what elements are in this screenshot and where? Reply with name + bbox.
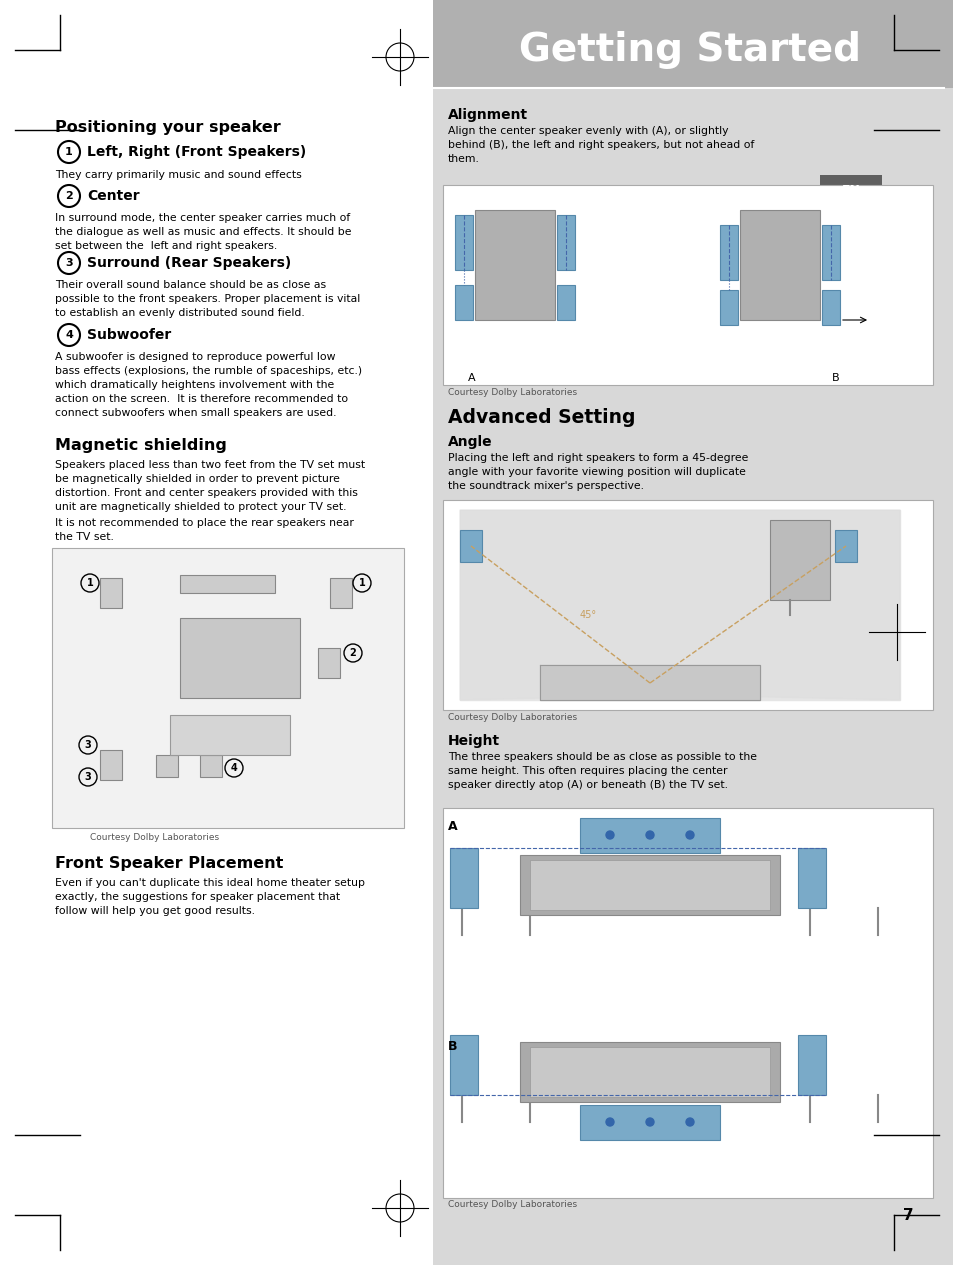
Bar (200, 755, 222, 777)
Circle shape (645, 1118, 654, 1126)
Text: 4: 4 (231, 763, 237, 773)
Text: Subwoofer: Subwoofer (87, 328, 172, 342)
Text: Courtesy Dolby Laboratories: Courtesy Dolby Laboratories (448, 713, 577, 722)
Polygon shape (539, 665, 760, 700)
Text: 4: 4 (65, 330, 72, 340)
Bar (820, 175, 882, 207)
Text: 45°: 45° (579, 610, 597, 620)
Text: They carry primarily music and sound effects: They carry primarily music and sound eff… (55, 170, 301, 180)
Bar (720, 290, 738, 325)
Bar (797, 848, 825, 908)
Text: Height: Height (448, 734, 499, 748)
Bar (530, 860, 769, 910)
Text: Angle: Angle (448, 435, 492, 449)
Text: 3: 3 (65, 258, 72, 268)
Circle shape (645, 831, 654, 839)
Bar (442, 500, 932, 710)
Bar (52, 548, 403, 829)
Text: Courtesy Dolby Laboratories: Courtesy Dolby Laboratories (90, 832, 219, 842)
Bar (459, 530, 481, 562)
Text: 2: 2 (65, 191, 72, 201)
Text: Placing the left and right speakers to form a 45-degree
angle with your favorite: Placing the left and right speakers to f… (448, 453, 747, 491)
Bar (433, 0, 953, 89)
Text: 1: 1 (65, 147, 72, 157)
Text: Alignment: Alignment (448, 108, 528, 121)
Text: 1: 1 (87, 578, 93, 588)
Bar (433, 0, 953, 1265)
Text: 7: 7 (902, 1208, 913, 1223)
Bar (455, 285, 473, 320)
Bar (442, 808, 932, 1198)
Text: Advanced Setting: Advanced Setting (448, 409, 635, 428)
Bar (519, 1042, 780, 1102)
Text: In surround mode, the center speaker carries much of
the dialogue as well as mus: In surround mode, the center speaker car… (55, 213, 351, 250)
Text: Align the center speaker evenly with (A), or slightly
behind (B), the left and r: Align the center speaker evenly with (A)… (448, 126, 754, 164)
Text: A: A (448, 820, 457, 832)
Text: It is not recommended to place the rear speakers near
the TV set.: It is not recommended to place the rear … (55, 517, 354, 541)
Polygon shape (459, 510, 899, 700)
Bar (100, 750, 122, 781)
Bar (834, 530, 856, 562)
Text: Even if you can't duplicate this ideal home theater setup
exactly, the suggestio: Even if you can't duplicate this ideal h… (55, 878, 365, 916)
Bar (797, 1035, 825, 1095)
Bar (100, 578, 122, 608)
Polygon shape (459, 510, 899, 700)
Bar (519, 855, 780, 915)
Bar (821, 225, 840, 280)
Text: A: A (468, 373, 476, 383)
Text: Left, Right (Front Speakers): Left, Right (Front Speakers) (87, 145, 306, 159)
Bar (317, 648, 339, 678)
Text: B: B (831, 373, 839, 383)
Bar (475, 210, 555, 320)
Bar (557, 285, 575, 320)
Bar (740, 210, 820, 320)
Circle shape (685, 1118, 693, 1126)
Text: 3: 3 (85, 772, 91, 782)
Bar (579, 1106, 720, 1140)
Bar (530, 1047, 769, 1097)
Text: Positioning your speaker: Positioning your speaker (55, 120, 280, 135)
Bar (455, 215, 473, 269)
Text: Courtesy Dolby Laboratories: Courtesy Dolby Laboratories (448, 1200, 577, 1209)
Text: Courtesy Dolby Laboratories: Courtesy Dolby Laboratories (448, 388, 577, 397)
Bar (821, 290, 840, 325)
Text: Getting Started: Getting Started (518, 32, 861, 70)
Bar (330, 578, 352, 608)
Bar (450, 1035, 477, 1095)
Text: Center: Center (87, 188, 139, 202)
Bar (579, 818, 720, 853)
Bar (450, 848, 477, 908)
Text: Magnetic shielding: Magnetic shielding (55, 438, 227, 453)
Bar (557, 215, 575, 269)
Text: Front Speaker Placement: Front Speaker Placement (55, 856, 283, 872)
Bar (180, 619, 299, 698)
Bar (156, 755, 178, 777)
Bar (170, 715, 290, 755)
Text: 1: 1 (358, 578, 365, 588)
Text: Surround (Rear Speakers): Surround (Rear Speakers) (87, 256, 291, 269)
Text: The three speakers should be as close as possible to the
same height. This often: The three speakers should be as close as… (448, 751, 757, 791)
Text: EN: EN (841, 185, 860, 197)
Text: B: B (448, 1040, 457, 1052)
Circle shape (685, 831, 693, 839)
Text: A subwoofer is designed to reproduce powerful low
bass effects (explosions, the : A subwoofer is designed to reproduce pow… (55, 352, 362, 417)
Bar (769, 520, 829, 600)
Text: 3: 3 (85, 740, 91, 750)
Bar (442, 185, 932, 385)
Text: Speakers placed less than two feet from the TV set must
be magnetically shielded: Speakers placed less than two feet from … (55, 460, 365, 512)
Bar (180, 576, 274, 593)
Text: 2: 2 (349, 648, 356, 658)
Bar (720, 225, 738, 280)
Text: Their overall sound balance should be as close as
possible to the front speakers: Their overall sound balance should be as… (55, 280, 360, 318)
Circle shape (605, 1118, 614, 1126)
Circle shape (605, 831, 614, 839)
